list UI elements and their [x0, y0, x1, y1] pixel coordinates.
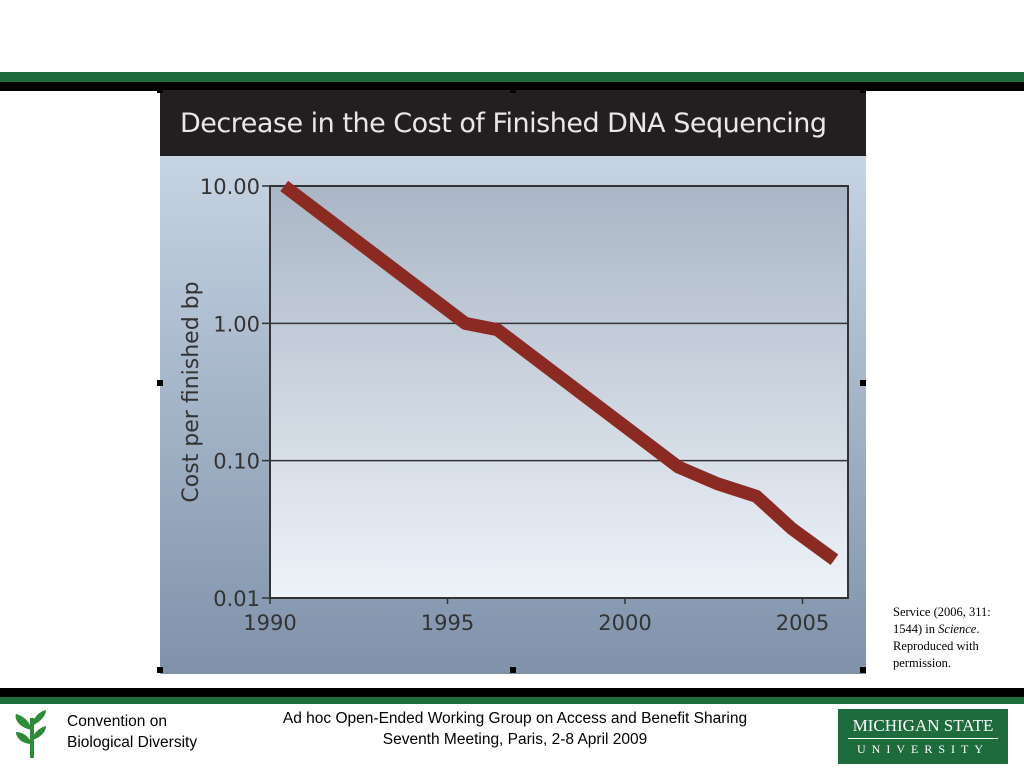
msu-logo: MICHIGAN STATE UNIVERSITY: [838, 709, 1008, 764]
selection-handle[interactable]: [860, 380, 866, 386]
selection-handle[interactable]: [157, 667, 163, 673]
cbd-line1: Convention on: [67, 713, 167, 730]
y-tick-label: 0.01: [213, 587, 260, 611]
x-tick-label: 2005: [776, 611, 829, 635]
top-black-bar: [0, 82, 1024, 91]
chart-image: Decrease in the Cost of Finished DNA Seq…: [160, 90, 866, 674]
msu-line1: MICHIGAN STATE: [848, 716, 998, 739]
meeting-line1: Ad hoc Open-Ended Working Group on Acces…: [282, 710, 748, 727]
y-axis-label: Cost per finished bp: [179, 281, 204, 502]
bottom-green-bar: [0, 697, 1024, 704]
selection-handle[interactable]: [157, 380, 163, 386]
top-green-bar: [0, 72, 1024, 82]
x-tick-label: 1990: [243, 611, 296, 635]
msu-line2: UNIVERSITY: [857, 742, 989, 756]
selection-handle[interactable]: [157, 87, 163, 93]
caption-journal: Science: [938, 622, 977, 636]
cbd-line2: Biological Diversity: [67, 734, 198, 751]
caption-text-end: . Reproduced with permission.: [893, 622, 980, 670]
x-tick-label: 1995: [421, 611, 474, 635]
x-tick-label: 2000: [598, 611, 651, 635]
bottom-black-bar: [0, 688, 1024, 697]
cbd-logo-icon: [15, 710, 46, 758]
selection-handle[interactable]: [510, 667, 516, 673]
image-caption: Service (2006, 311: 1544) in Science. Re…: [893, 604, 1018, 672]
series-line: [280, 180, 839, 565]
caption-text: Service (2006, 311: 1544) in: [893, 605, 991, 636]
selection-handle[interactable]: [510, 87, 516, 93]
meeting-info: Ad hoc Open-Ended Working Group on Acces…: [240, 708, 790, 750]
cbd-name: Convention on Biological Diversity: [67, 711, 197, 753]
selection-handle[interactable]: [860, 667, 866, 673]
selection-handle[interactable]: [860, 87, 866, 93]
meeting-line2: Seventh Meeting, Paris, 2-8 April 2009: [382, 731, 648, 748]
y-tick-label: 1.00: [213, 312, 260, 336]
y-tick-label: 0.10: [213, 450, 260, 474]
chart-title-bar: Decrease in the Cost of Finished DNA Seq…: [160, 90, 866, 156]
y-tick-label: 10.00: [200, 175, 260, 199]
chart-title: Decrease in the Cost of Finished DNA Seq…: [180, 108, 827, 139]
